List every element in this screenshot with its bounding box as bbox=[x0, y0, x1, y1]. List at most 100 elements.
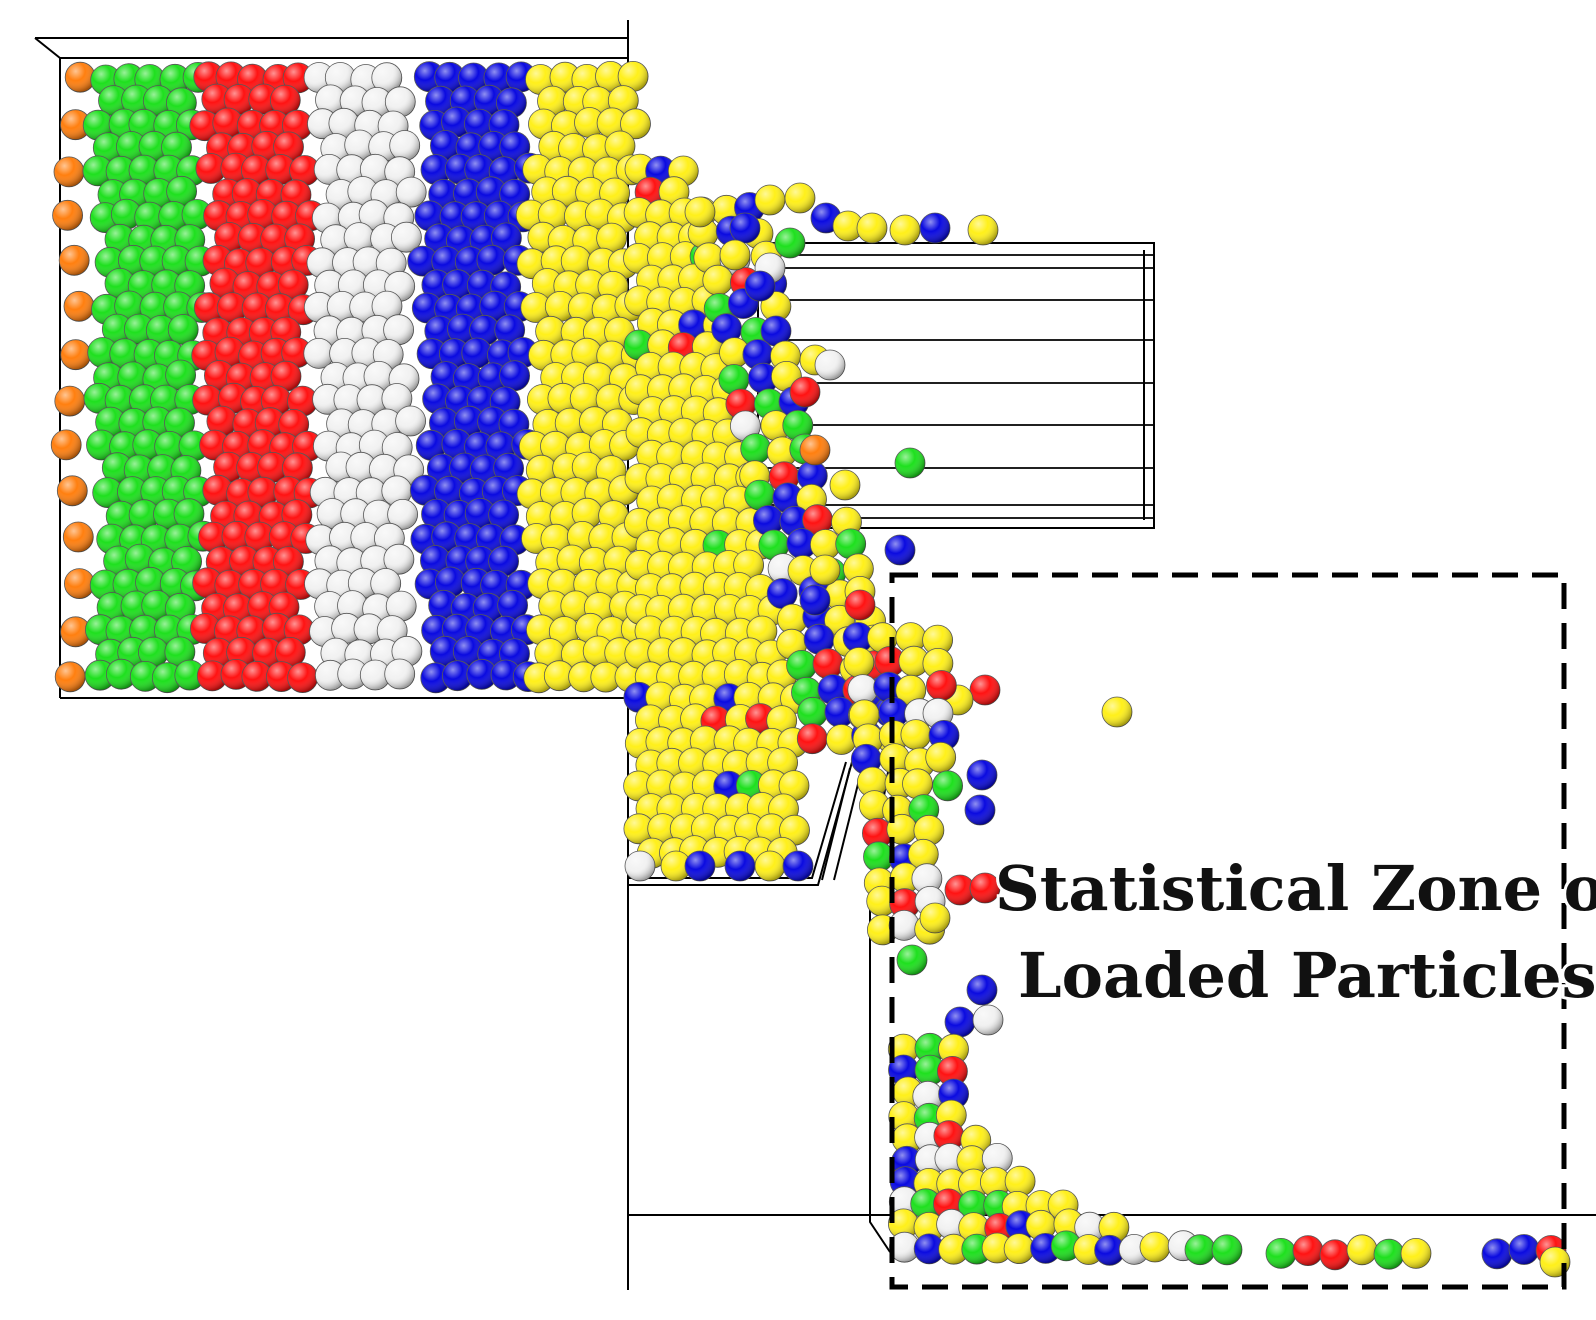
particle-shading bbox=[417, 338, 448, 369]
particle-shading bbox=[520, 292, 551, 323]
particle-shading bbox=[718, 364, 749, 395]
particle-shading bbox=[956, 1145, 987, 1176]
particle-shading bbox=[360, 154, 391, 185]
particle-shading bbox=[304, 292, 335, 323]
particle-shading bbox=[973, 1005, 1003, 1035]
particle-shading bbox=[214, 222, 245, 253]
particle-shading bbox=[1266, 1238, 1296, 1269]
particle-shading bbox=[623, 813, 654, 844]
particle-shading bbox=[121, 85, 152, 115]
particle-shading bbox=[711, 313, 742, 344]
particle-shading bbox=[863, 841, 894, 872]
statistical-zone-box bbox=[889, 572, 1567, 1290]
particle-shading bbox=[777, 604, 808, 635]
particle-shading bbox=[192, 567, 223, 598]
particle-shading bbox=[597, 107, 628, 138]
particle-shading bbox=[494, 314, 525, 345]
particle-shading bbox=[314, 591, 345, 622]
particle-shading bbox=[65, 62, 96, 93]
particle-shading bbox=[425, 86, 456, 117]
particle-shading bbox=[890, 862, 921, 893]
particle-shading bbox=[327, 291, 358, 322]
particle-shading bbox=[102, 314, 133, 345]
particle-shading bbox=[912, 1081, 943, 1112]
particle-shading bbox=[488, 500, 519, 530]
particle-shading bbox=[1482, 1238, 1512, 1269]
particle-shading bbox=[421, 499, 452, 530]
particle-shading bbox=[164, 636, 195, 667]
particle-shading bbox=[241, 155, 272, 185]
particle-shading bbox=[545, 291, 576, 322]
particle-shading bbox=[202, 475, 233, 506]
particle-shading bbox=[383, 544, 414, 575]
particle-shading bbox=[215, 337, 245, 368]
particle-shading bbox=[925, 742, 956, 773]
particle-shading bbox=[55, 661, 86, 692]
particle-shading bbox=[391, 222, 422, 253]
particle-shading bbox=[859, 790, 890, 821]
particle-shading bbox=[888, 1208, 919, 1239]
particle-shading bbox=[440, 201, 470, 232]
particle-shading bbox=[678, 747, 709, 778]
particle-shading bbox=[143, 85, 174, 116]
particle-shading bbox=[134, 202, 165, 233]
particle-shading bbox=[465, 498, 496, 529]
particle-shading bbox=[271, 201, 302, 232]
particle-shading bbox=[895, 448, 925, 478]
particle-shading bbox=[657, 527, 688, 558]
particle-shading bbox=[920, 903, 950, 933]
particle-shading bbox=[434, 476, 465, 507]
particle-shading bbox=[141, 590, 172, 621]
particle-shading bbox=[719, 337, 750, 368]
particle-shading bbox=[57, 475, 88, 506]
particle-shading bbox=[140, 292, 170, 323]
particle-shading bbox=[772, 482, 803, 513]
particle-shading bbox=[804, 624, 835, 655]
particle-shading bbox=[350, 522, 381, 553]
particle-shading bbox=[897, 945, 927, 975]
particle-shading bbox=[970, 675, 1000, 705]
particle-shading bbox=[833, 211, 863, 241]
particle-shading bbox=[755, 185, 785, 215]
particle-shading bbox=[847, 674, 878, 705]
particle-shading bbox=[430, 130, 461, 161]
particle-shading bbox=[598, 500, 629, 531]
particle-shading bbox=[802, 504, 833, 535]
particle-shading bbox=[247, 199, 278, 230]
particle-shading bbox=[730, 213, 760, 243]
particle-shading bbox=[241, 661, 272, 692]
particle-shading bbox=[879, 743, 910, 774]
particle-shading bbox=[63, 522, 94, 552]
particle-shading bbox=[442, 269, 473, 300]
particle-shading bbox=[95, 407, 126, 438]
particle-shading bbox=[111, 199, 142, 230]
particle-shading bbox=[162, 476, 193, 507]
particle-shading bbox=[1320, 1239, 1350, 1270]
particle-shading bbox=[337, 659, 368, 689]
particle-shading bbox=[779, 815, 810, 846]
particle-shading bbox=[98, 85, 129, 116]
particle-shading bbox=[206, 406, 237, 437]
particle-shading bbox=[289, 155, 320, 186]
particle-shading bbox=[767, 436, 798, 467]
particle-shading bbox=[281, 337, 312, 368]
particle-shading bbox=[407, 246, 438, 277]
particle-shading bbox=[222, 521, 252, 552]
particle-shading bbox=[895, 675, 926, 706]
particle-shading bbox=[314, 545, 345, 576]
particle-shading bbox=[353, 246, 384, 277]
particle-shading bbox=[760, 410, 791, 441]
particle-shading bbox=[461, 338, 492, 368]
particle-shading bbox=[740, 433, 771, 464]
particle-shading bbox=[189, 110, 220, 141]
particle-shading bbox=[813, 648, 843, 679]
particle-shading bbox=[915, 1055, 945, 1086]
particle-shading bbox=[624, 285, 655, 316]
particle-shading bbox=[560, 590, 591, 621]
particle-shading bbox=[420, 545, 451, 576]
particle-shading bbox=[86, 430, 117, 460]
particle-shading bbox=[273, 546, 304, 577]
particle-shading bbox=[938, 1034, 969, 1065]
particle-shading bbox=[647, 813, 678, 844]
particle-shading bbox=[315, 84, 346, 115]
